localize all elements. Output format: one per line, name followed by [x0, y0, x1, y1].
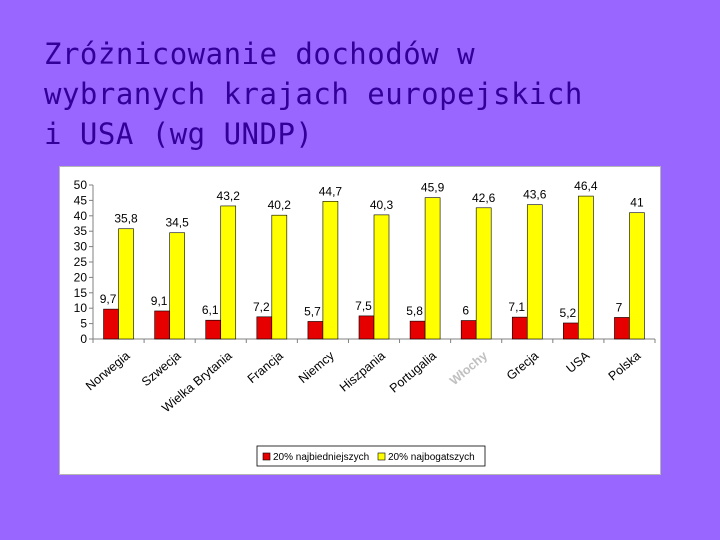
- x-tick-label: Włochy: [447, 349, 490, 388]
- value-label: 44,7: [319, 184, 343, 198]
- value-label: 7: [616, 300, 623, 314]
- x-tick-label: Niemcy: [296, 348, 337, 386]
- value-label: 9,7: [100, 292, 117, 306]
- bar-poorest: [154, 310, 170, 340]
- value-labels: 9,7 35,8 9,1 34,5 6,1 43,2 7,2 40,2 5,7 44,7 7,5 40…: [100, 179, 644, 320]
- bar-richest: [578, 195, 594, 340]
- slide-title-line-3: i USA (wg UNDP): [44, 117, 314, 151]
- value-label: 40,3: [370, 198, 394, 212]
- value-label: 6,1: [202, 303, 219, 317]
- legend-swatch-richest: [377, 452, 386, 461]
- chart-panel: 0 5 10 15 20 25 30 35 40 45 50 9,7 35,8 9,1 34,5 6,1 43…: [59, 166, 661, 475]
- y-tick-label: 45: [74, 193, 88, 207]
- bar-richest: [118, 228, 134, 340]
- bar-poorest: [103, 308, 119, 340]
- bar-richest: [271, 214, 288, 340]
- value-label: 40,2: [268, 198, 292, 212]
- slide-title: Zróżnicowanie dochodów w wybranych kraja…: [44, 34, 704, 154]
- x-tick-label: Szwecja: [139, 349, 184, 390]
- y-tick-label: 30: [74, 240, 88, 254]
- y-tick-label: 40: [74, 209, 88, 223]
- legend: 20% najbiedniejszych 20% najbogatszych: [256, 445, 486, 467]
- y-tick-label: 15: [74, 286, 88, 300]
- value-label: 45,9: [421, 181, 445, 195]
- value-label: 43,2: [217, 189, 241, 203]
- value-label: 9,1: [151, 294, 168, 308]
- bar-richest: [526, 204, 543, 340]
- value-label: 43,6: [523, 188, 547, 202]
- bar-richest: [629, 212, 645, 340]
- y-tick-label: 35: [74, 224, 88, 238]
- slide-title-line-1: Zróżnicowanie dochodów w: [44, 37, 476, 71]
- bar-poorest: [307, 321, 324, 340]
- slide-title-line-2: wybranych krajach europejskich: [44, 77, 583, 111]
- value-label: 35,8: [114, 212, 138, 226]
- bar-richest: [322, 201, 339, 340]
- bar-richest: [475, 207, 492, 340]
- x-tick-label: Hiszpania: [337, 349, 388, 395]
- y-tick-label: 50: [74, 178, 88, 192]
- value-label: 5,2: [560, 306, 577, 320]
- bar-poorest: [614, 317, 630, 340]
- y-tick-label: 10: [74, 301, 88, 315]
- bar-poorest: [205, 319, 222, 340]
- bar-poorest: [563, 322, 579, 340]
- bar-poorest: [256, 316, 273, 340]
- bar-richest: [424, 197, 441, 340]
- legend-box: [256, 445, 486, 467]
- bar-richest: [220, 205, 237, 340]
- bar-poorest: [409, 320, 426, 340]
- y-tick-label: 25: [74, 255, 88, 269]
- value-label: 42,6: [472, 191, 496, 205]
- bar-poorest: [511, 316, 528, 340]
- legend-label-richest: 20% najbogatszych: [388, 452, 475, 463]
- legend-swatch-poorest: [262, 452, 271, 461]
- bar-richest: [169, 232, 185, 340]
- x-tick-label: USA: [564, 348, 593, 376]
- bars: [103, 195, 645, 340]
- value-label: 46,4: [574, 179, 598, 193]
- x-tick-label: Portugalia: [387, 349, 439, 396]
- y-tick-label: 20: [74, 270, 88, 284]
- value-label: 6: [462, 304, 469, 318]
- x-tick-label: Norwegia: [83, 349, 132, 394]
- bar-poorest: [460, 320, 477, 340]
- bar-richest: [373, 214, 390, 340]
- value-label: 5,8: [406, 304, 423, 318]
- x-tick-label: Polska: [606, 349, 644, 384]
- value-label: 34,5: [165, 216, 189, 230]
- y-tick-label: 5: [80, 317, 87, 331]
- x-tick-label: Francja: [245, 349, 286, 387]
- x-tick-label: Grecja: [504, 349, 541, 383]
- value-label: 7,2: [253, 300, 270, 314]
- bar-poorest: [358, 315, 375, 340]
- y-tick-label: 0: [80, 332, 87, 346]
- value-label: 7,5: [355, 299, 372, 313]
- value-label: 7,1: [508, 300, 525, 314]
- value-label: 5,7: [304, 304, 321, 318]
- legend-label-poorest: 20% najbiedniejszych: [273, 452, 369, 463]
- value-label: 41: [630, 196, 644, 210]
